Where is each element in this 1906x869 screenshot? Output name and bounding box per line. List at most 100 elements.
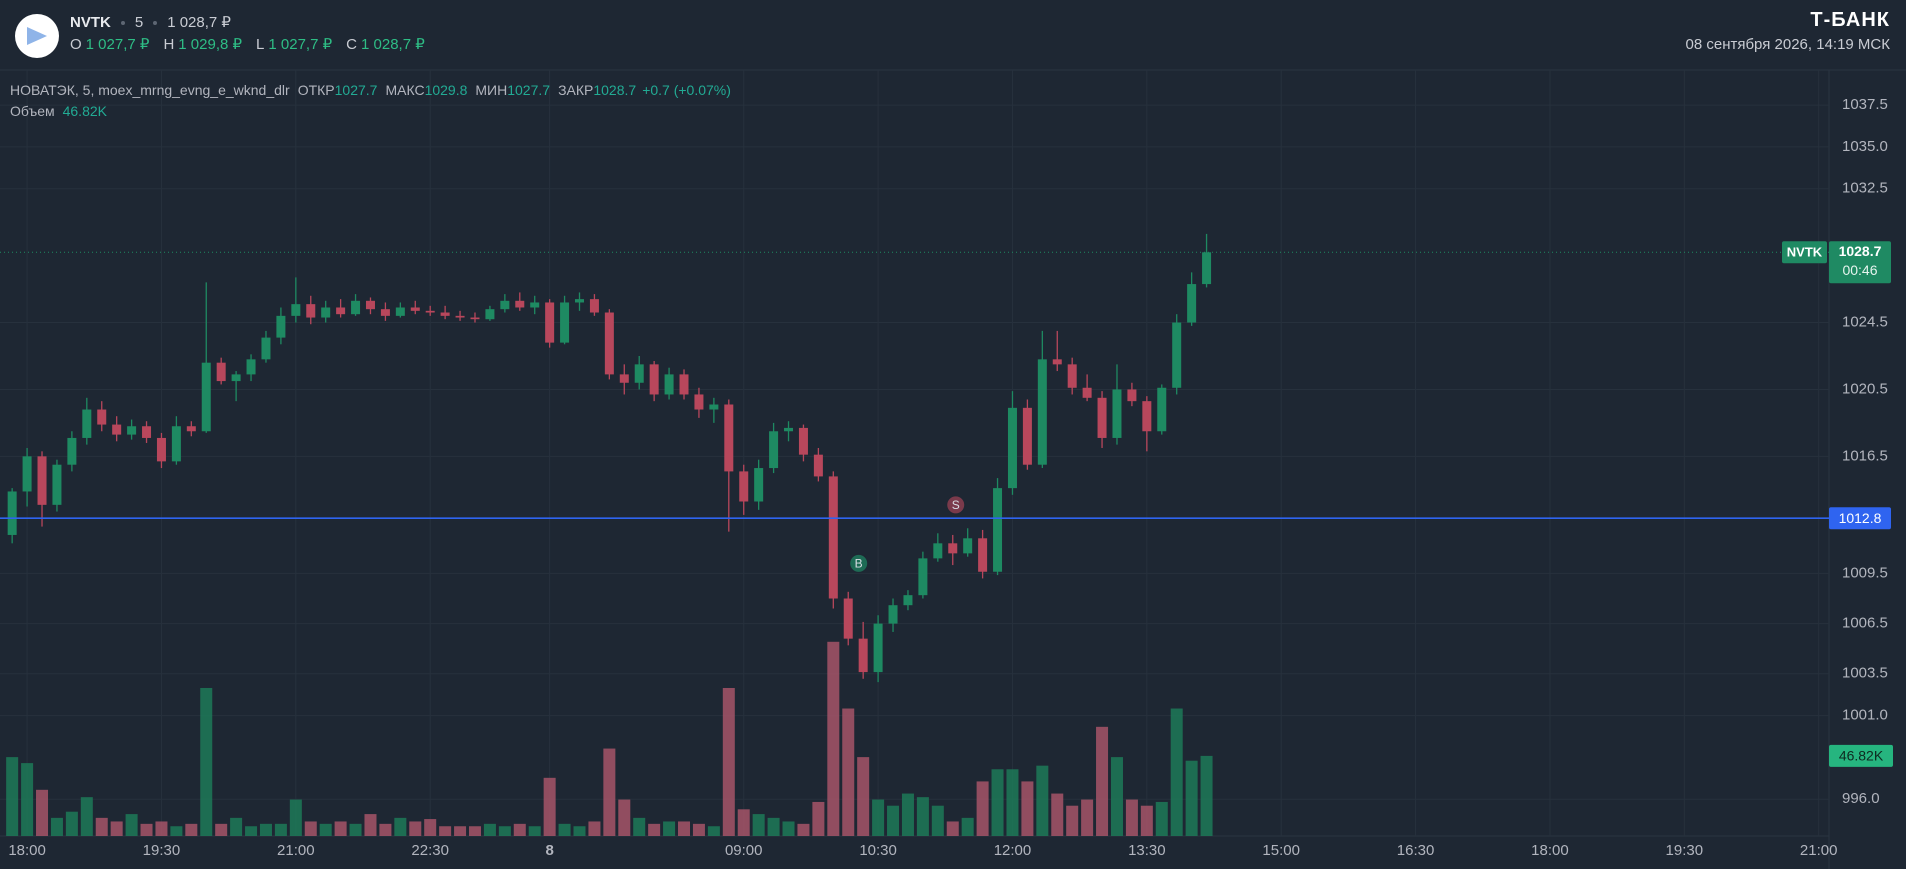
volume-bar: [468, 826, 481, 836]
candle-body: [186, 426, 196, 432]
volume-bar: [976, 781, 989, 836]
candle-body: [694, 394, 704, 410]
volume-bar: [707, 826, 720, 836]
volume-bar: [483, 823, 496, 836]
candle-body: [97, 409, 107, 425]
volume-bar: [170, 826, 183, 836]
volume-bar: [782, 821, 795, 836]
candle-body: [933, 543, 943, 559]
volume-bar: [1110, 757, 1123, 836]
ohlc-value: 1 028,7 ₽: [361, 36, 425, 53]
y-tick-label: 996.0: [1842, 790, 1880, 807]
volume-bar: [1006, 769, 1019, 836]
volume-bar: [1021, 781, 1034, 836]
volume-bar: [1200, 755, 1213, 836]
volume-bar: [916, 797, 929, 836]
candle-body: [604, 312, 614, 375]
price-line-box: [1829, 507, 1891, 530]
candle-body: [1112, 389, 1122, 438]
separator: [153, 21, 158, 25]
candle-body: [619, 374, 629, 383]
y-tick-label: 1035.0: [1842, 138, 1888, 155]
candle-body: [978, 538, 988, 572]
y-tick-label: 1009.5: [1842, 564, 1888, 581]
candle-body: [216, 362, 226, 382]
candle-body: [1142, 401, 1152, 432]
volume-bar: [528, 826, 541, 836]
candle-body: [634, 364, 644, 383]
volume-bar: [424, 819, 437, 836]
candle-body: [37, 456, 47, 505]
volume-bar: [1096, 726, 1109, 836]
field-value: 1027.7: [334, 82, 378, 98]
datetime: 08 сентября 2026, 14:19 МСК: [1685, 36, 1891, 53]
candle-body: [1097, 397, 1107, 438]
price-line-label: 1012.8: [1839, 510, 1882, 526]
volume-value: 46.82K: [62, 103, 107, 119]
candle-body: [440, 312, 450, 316]
ohlc-key: H: [163, 36, 175, 53]
separator: [120, 21, 125, 25]
ohlc-key: O: [70, 36, 82, 53]
last-price-label: 1028.7: [1839, 243, 1882, 259]
candle-body: [664, 374, 674, 395]
candle-body: [589, 299, 599, 313]
candle-body: [22, 456, 32, 492]
ohlc-value: 1 027,7 ₽: [268, 36, 333, 53]
volume-bar: [1051, 793, 1064, 836]
volume-bar: [36, 789, 49, 836]
candle-body: [515, 300, 525, 308]
volume-bar: [1185, 760, 1198, 836]
candle-body: [963, 538, 973, 554]
candle-body: [798, 427, 808, 455]
volume-bar: [1036, 765, 1049, 836]
grid: [0, 70, 1829, 836]
trade-marker: [849, 553, 869, 573]
volume-bar: [185, 823, 198, 836]
x-tick-label: 8: [545, 842, 553, 859]
y-tick-label: 1032.5: [1842, 180, 1888, 197]
candle-body: [261, 337, 271, 360]
candle-body: [948, 543, 958, 554]
volume-bar: [931, 805, 944, 836]
volume-bar: [230, 817, 243, 836]
volume-bar: [603, 748, 616, 836]
y-tick-label: 1037.5: [1842, 96, 1888, 113]
candle-body: [843, 598, 853, 639]
y-tick-label: 1003.5: [1842, 665, 1888, 682]
field-value: 1029.8: [424, 82, 468, 98]
volume-bar: [21, 763, 34, 836]
trade-marker: [946, 495, 966, 515]
candle-body: [1187, 284, 1197, 323]
candle-body: [142, 426, 152, 438]
candle-body: [575, 299, 584, 303]
candle-body: [455, 315, 465, 318]
y-tick-label: 1016.5: [1842, 447, 1888, 464]
brand: Т‑БАНК: [1810, 9, 1890, 31]
candle-body: [500, 300, 510, 310]
candle-body: [560, 302, 570, 343]
field-key: МАКС: [385, 82, 425, 98]
candle-body: [1007, 407, 1017, 489]
trade-marker-label: B: [855, 557, 863, 571]
candle-body: [873, 623, 883, 673]
y-tick-label: 1020.5: [1842, 380, 1888, 397]
x-tick-label: 18:00: [8, 842, 46, 859]
candle-body: [754, 468, 764, 502]
volume-bar: [394, 817, 407, 836]
volume-bar: [961, 817, 974, 836]
candle-body: [649, 364, 659, 395]
ohlc-row: O 1 027,7 ₽ H 1 029,8 ₽ L 1 027,7 ₽ C 1 …: [70, 34, 435, 56]
volume-bar: [991, 769, 1004, 836]
x-tick-label: 19:30: [143, 842, 181, 859]
volume-bar: [901, 793, 914, 836]
candle-body: [769, 431, 779, 469]
x-tick-label: 09:00: [725, 842, 763, 859]
volume-legend-row: Объем 46.82K: [10, 101, 731, 122]
volume-bar: [95, 817, 108, 836]
volume-bar: [215, 823, 228, 836]
volume-bars: [6, 641, 1213, 836]
volume-bar: [498, 826, 511, 836]
